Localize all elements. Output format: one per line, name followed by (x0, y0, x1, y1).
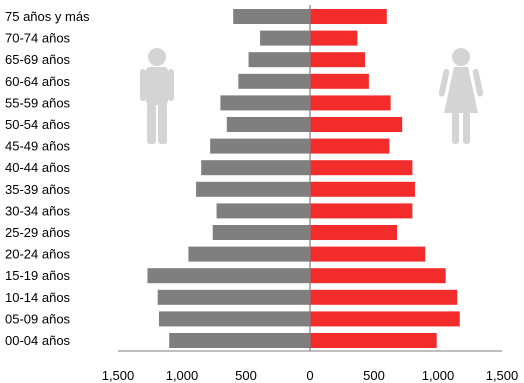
category-label: 50-54 años (5, 117, 71, 132)
category-label: 25-29 años (5, 225, 71, 240)
x-tick-label: 1,000 (422, 368, 455, 383)
bar-left (157, 289, 310, 305)
category-label: 35-39 años (5, 182, 71, 197)
category-labels: 75 años y más 70-74 años 65-69 años 60-64 a… (5, 9, 90, 348)
bar-right (310, 160, 413, 176)
bar-right (310, 268, 446, 284)
category-label: 05-09 años (5, 311, 71, 326)
bar-right (310, 203, 413, 219)
bar-left (233, 9, 310, 24)
bar-right (310, 73, 369, 89)
axes-layer (118, 5, 502, 352)
category-label: 55-59 años (5, 95, 71, 110)
bar-left (212, 225, 310, 240)
bar-left (158, 311, 310, 327)
category-label: 10-14 años (5, 290, 71, 305)
bar-left (248, 52, 310, 68)
category-label: 65-69 años (5, 52, 71, 67)
bar-left (201, 160, 310, 176)
bar-left (220, 95, 310, 111)
bar-right (310, 311, 460, 327)
x-tick-label: 500 (235, 368, 257, 383)
category-label: 40-44 años (5, 160, 71, 175)
category-label: 20-24 años (5, 247, 71, 262)
bar-right (310, 225, 398, 240)
bar-left (238, 73, 310, 89)
bar-right (310, 138, 390, 154)
bar-right (310, 95, 391, 111)
category-label: 30-34 años (5, 203, 71, 218)
man-icon (140, 48, 174, 144)
category-label: 75 años y más (5, 9, 90, 24)
x-tick-label: 500 (363, 368, 385, 383)
bar-right (310, 30, 358, 46)
bar-right (310, 333, 437, 348)
bar-left (188, 246, 310, 262)
category-label: 45-49 años (5, 139, 71, 154)
woman-icon (438, 48, 484, 144)
bar-right (310, 181, 415, 197)
category-label: 00-04 años (5, 333, 71, 348)
x-axis-ticks: 1,500 1,000 500 0 500 1,000 1,500 (102, 368, 519, 383)
category-label: 15-19 años (5, 268, 71, 283)
bar-left (260, 30, 310, 46)
bar-right (310, 9, 387, 24)
bar-left (169, 333, 310, 348)
bar-left (216, 203, 310, 219)
bar-left (196, 181, 310, 197)
category-label: 60-64 años (5, 74, 71, 89)
x-tick-label: 1,500 (102, 368, 135, 383)
bar-right (310, 117, 403, 132)
bar-left (210, 138, 310, 154)
x-tick-label: 1,000 (166, 368, 199, 383)
bar-right (310, 289, 458, 305)
bars-layer (147, 9, 460, 348)
category-label: 70-74 años (5, 31, 71, 46)
bar-right (310, 246, 426, 262)
x-tick-label: 0 (306, 368, 313, 383)
bar-right (310, 52, 366, 68)
icons-layer (140, 48, 484, 144)
bar-left (147, 268, 310, 284)
bar-left (226, 117, 310, 132)
x-tick-label: 1,500 (486, 368, 519, 383)
